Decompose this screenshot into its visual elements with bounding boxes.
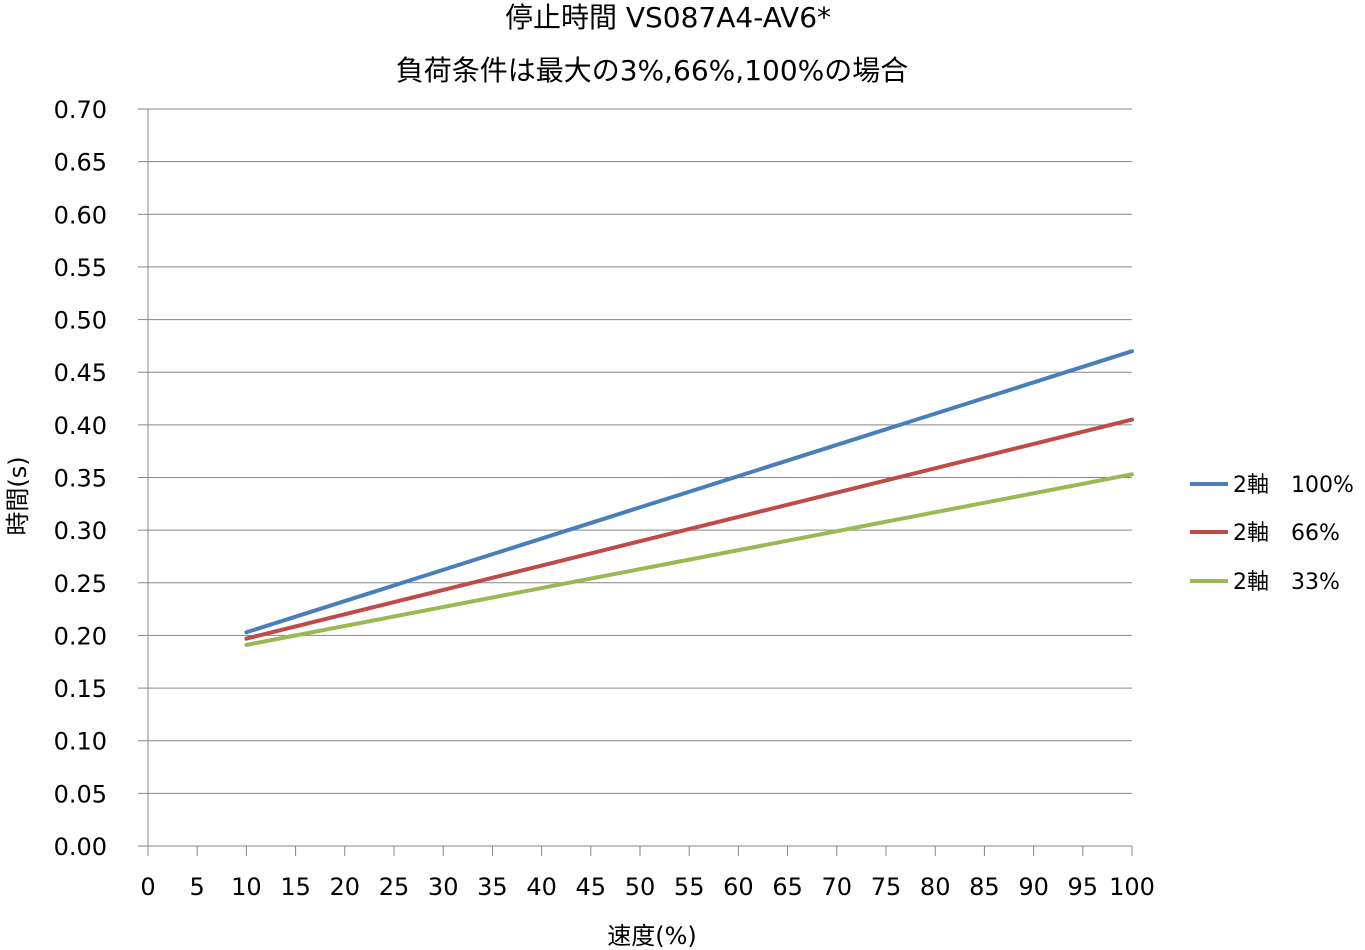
- y-tick-label: 0.70: [54, 96, 107, 124]
- y-tick-label: 0.40: [54, 412, 107, 440]
- x-tick-label: 15: [280, 873, 311, 901]
- x-tick-label: 10: [231, 873, 262, 901]
- chart-title: 停止時間 VS087A4-AV6*: [505, 1, 831, 34]
- x-tick-label: 5: [190, 873, 205, 901]
- series-line-2: [244, 417, 1134, 641]
- y-tick-label: 0.25: [54, 570, 107, 598]
- x-tick-label: 0: [140, 873, 155, 901]
- y-tick-label: 0.30: [54, 517, 107, 545]
- legend: 2軸 100% 2軸 66% 2軸 33%: [1190, 473, 1354, 595]
- y-tick-label: 0.10: [54, 728, 107, 756]
- x-axis-label: 速度(%): [607, 922, 697, 950]
- x-tick-label: 85: [969, 873, 1000, 901]
- x-tick-label: 60: [723, 873, 754, 901]
- x-tick-label: 95: [1068, 873, 1099, 901]
- y-axis-label: 時間(s): [4, 456, 32, 535]
- series-line-1: [244, 349, 1134, 635]
- y-tick-label: 0.45: [54, 359, 107, 387]
- y-tick-label: 0.50: [54, 307, 107, 335]
- x-tick-label: 75: [871, 873, 902, 901]
- x-tick-label: 20: [330, 873, 361, 901]
- x-tick-label: 45: [576, 873, 607, 901]
- y-tick-label: 0.00: [54, 833, 107, 861]
- legend-label-1: 2軸 100%: [1233, 473, 1354, 498]
- legend-label-3: 2軸 33%: [1233, 570, 1340, 595]
- y-tick-label: 0.05: [54, 780, 107, 808]
- y-tick-label: 0.20: [54, 622, 107, 650]
- y-tick-label: 0.60: [54, 201, 107, 229]
- x-tick-label: 25: [379, 873, 410, 901]
- y-tick-label: 0.15: [54, 675, 107, 703]
- x-tick-labels: 0 5 10 15 20 25 30 35 40 45 50 55 60 65 70 75 80 85 90 95 10…: [140, 873, 1155, 901]
- y-tick-label: 0.55: [54, 254, 107, 282]
- chart-subtitle: 負荷条件は最大の3%,66%,100%の場合: [396, 54, 909, 87]
- axes: [138, 108, 1133, 856]
- x-tick-label: 40: [526, 873, 557, 901]
- series-line-3: [244, 472, 1134, 647]
- legend-label-2: 2軸 66%: [1233, 521, 1340, 546]
- x-tick-label: 80: [920, 873, 951, 901]
- x-tick-label: 90: [1018, 873, 1049, 901]
- gridlines: [148, 108, 1132, 794]
- x-tick-label: 70: [822, 873, 853, 901]
- x-tick-label: 50: [625, 873, 656, 901]
- x-tick-label: 30: [428, 873, 459, 901]
- y-tick-labels: 0.00 0.05 0.10 0.15 0.20 0.25 0.30 0.35 0.40 0.45…: [54, 96, 107, 861]
- x-tick-label: 100: [1109, 873, 1155, 901]
- y-tick-label: 0.35: [54, 465, 107, 493]
- series-lines: [244, 349, 1134, 647]
- y-tick-label: 0.65: [54, 149, 107, 177]
- x-tick-label: 55: [674, 873, 705, 901]
- x-tick-label: 35: [477, 873, 508, 901]
- x-tick-label: 65: [772, 873, 803, 901]
